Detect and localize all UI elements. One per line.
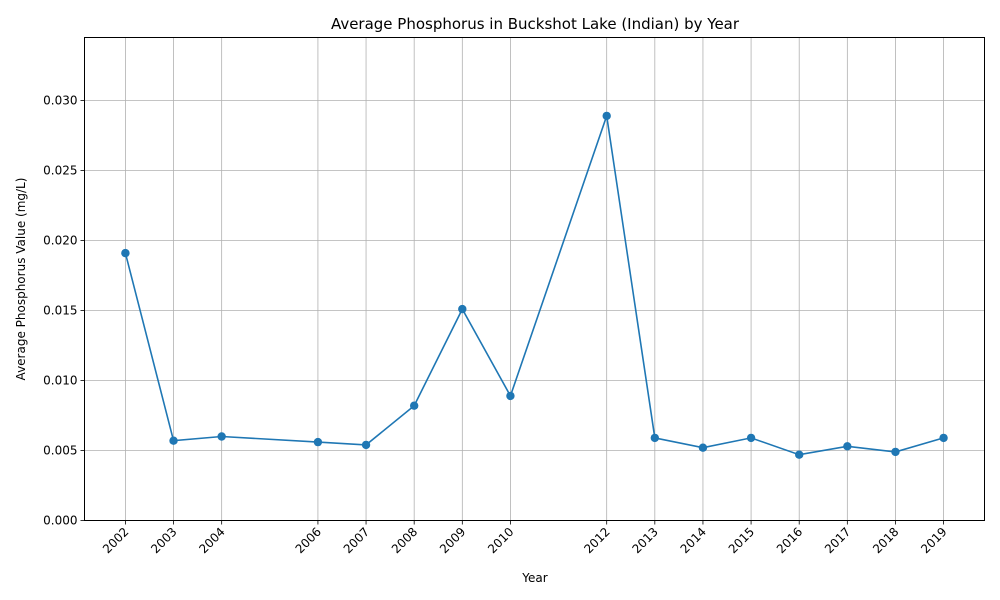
series-layer — [121, 111, 948, 459]
data-point — [409, 401, 419, 410]
x-tick-label: 2008 — [389, 525, 420, 556]
y-tick-label: 0.005 — [43, 444, 77, 458]
plot-frame — [84, 37, 985, 521]
data-point — [602, 111, 611, 121]
y-tick-label: 0.010 — [43, 374, 77, 388]
chart-title: Average Phosphorus in Buckshot Lake (Ind… — [331, 15, 740, 33]
data-point — [698, 443, 708, 452]
data-point — [795, 450, 804, 459]
x-axis-label: Year — [521, 571, 547, 585]
data-point — [939, 433, 948, 443]
x-tick-label: 2017 — [822, 525, 853, 556]
x-tick-label: 2014 — [678, 525, 709, 556]
x-tick-label: 2012 — [581, 525, 612, 556]
x-tick-label: 2003 — [148, 525, 179, 556]
tick-labels: 2002 2003 2004 2006 2007 2008 2009 2010 2012 2013… — [43, 94, 950, 557]
y-tick-label: 0.025 — [43, 164, 77, 178]
axes — [80, 100, 944, 525]
x-tick-label: 2004 — [196, 525, 227, 556]
data-point — [746, 433, 756, 443]
data-point — [843, 442, 852, 451]
x-tick-label: 2007 — [341, 525, 372, 556]
y-tick-label: 0.000 — [43, 514, 77, 528]
data-point — [506, 391, 515, 401]
x-tick-label: 2006 — [293, 525, 324, 556]
data-point — [313, 437, 323, 447]
y-tick-label: 0.020 — [43, 234, 77, 248]
grid — [84, 37, 985, 521]
x-tick-label: 2016 — [774, 525, 805, 556]
data-point — [169, 436, 178, 445]
x-tick-label: 2009 — [437, 525, 468, 556]
data-point — [361, 440, 371, 450]
y-tick-label: 0.015 — [43, 304, 77, 318]
data-point — [891, 447, 900, 457]
data-point — [121, 248, 130, 258]
x-tick-label: 2002 — [100, 525, 131, 556]
data-point — [650, 433, 660, 443]
x-tick-label: 2019 — [918, 525, 949, 556]
data-point — [217, 432, 226, 441]
x-tick-label: 2018 — [870, 525, 901, 556]
series-line — [124, 115, 944, 456]
x-tick-label: 2015 — [726, 525, 757, 556]
x-tick-label: 2013 — [629, 525, 660, 556]
x-tick-label: 2010 — [485, 525, 516, 556]
y-axis-label: Average Phosphorus Value (mg/L) — [14, 178, 28, 381]
y-tick-label: 0.030 — [43, 94, 77, 108]
data-point — [458, 304, 467, 314]
